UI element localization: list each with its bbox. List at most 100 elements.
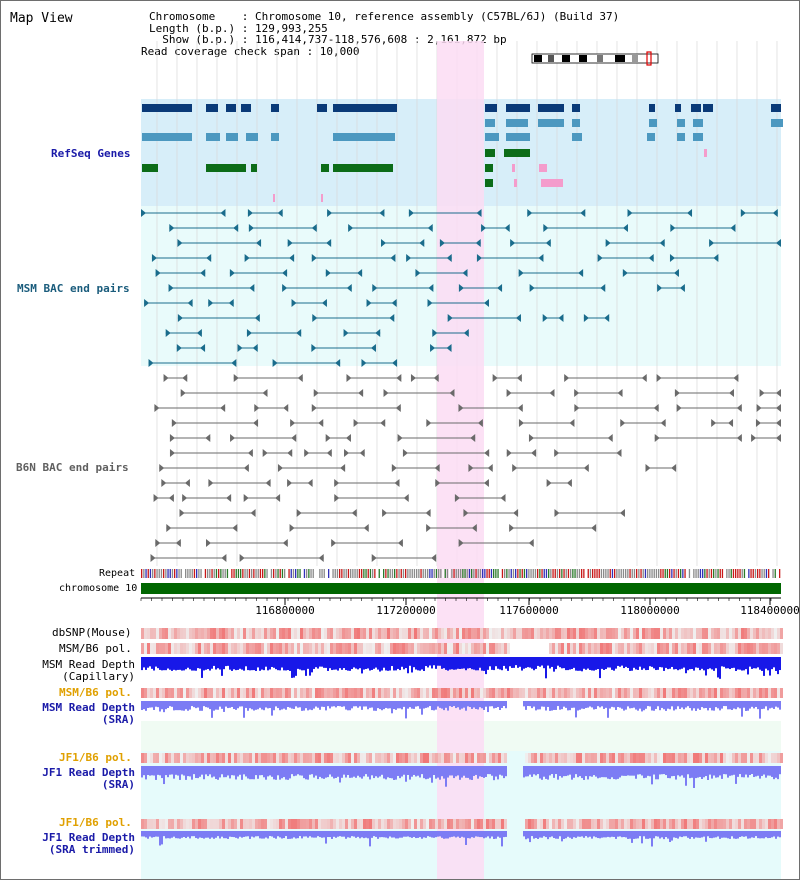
pol-heat-cell: [330, 753, 333, 763]
depth-bar: [589, 701, 591, 707]
repeat-element: [583, 569, 585, 578]
repeat-element: [240, 569, 242, 578]
depth-bar: [439, 657, 441, 666]
pol-heat-cell: [726, 643, 729, 654]
pol-heat-cell: [435, 643, 438, 654]
repeat-element: [532, 569, 534, 578]
msm-read-depth-sra-label[interactable]: MSM Read Depth (SRA): [31, 702, 135, 726]
depth-bar: [483, 701, 485, 710]
depth-bar: [465, 657, 467, 670]
pol-heat-cell: [585, 753, 588, 763]
depth-bar: [637, 701, 639, 711]
depth-bar: [527, 657, 529, 668]
msm-b6-pol-label: MSM/B6 pol.: [59, 642, 132, 655]
pol-heat-cell: [378, 643, 381, 654]
pol-heat-cell: [621, 819, 624, 829]
depth-bar: [731, 701, 733, 710]
b6n-bac-end-pairs-label[interactable]: B6N BAC end pairs: [16, 461, 129, 474]
pol-heat-cell: [276, 643, 279, 654]
depth-bar: [731, 766, 733, 776]
pol-heat-cell: [633, 643, 636, 654]
b6n-bac-pair-marker: [431, 554, 437, 562]
pol-heat-cell: [591, 688, 594, 698]
depth-bar: [543, 657, 545, 669]
depth-bar: [487, 766, 489, 775]
depth-bar: [527, 701, 529, 707]
repeat-element: [301, 569, 303, 578]
pol-heat-cell: [726, 688, 729, 698]
depth-bar: [421, 701, 423, 715]
depth-bar: [505, 657, 507, 669]
repeat-element: [455, 569, 457, 578]
msm-bac-pair-marker: [233, 224, 239, 232]
depth-bar: [335, 701, 337, 708]
repeat-element: [748, 569, 750, 578]
refseq-genes-label[interactable]: RefSeq Genes: [51, 147, 131, 160]
pol-heat-cell: [348, 628, 351, 639]
b6n-bac-pair-marker: [287, 449, 293, 457]
axis-tick-label: 117200000: [376, 604, 436, 617]
depth-bar: [481, 831, 483, 838]
b6n-bac-pair-marker: [154, 404, 160, 412]
depth-bar: [621, 657, 623, 666]
pol-heat-cell: [627, 688, 630, 698]
jf1-b6-pol-trimmed-label[interactable]: JF1/B6 pol.: [59, 816, 132, 829]
msm-bac-pair-marker: [196, 329, 202, 337]
repeat-element: [482, 569, 484, 578]
b6n-bac-pair-marker: [671, 464, 677, 472]
pol-heat-cell: [507, 643, 510, 654]
depth-bar: [443, 831, 445, 839]
depth-bar: [379, 657, 381, 672]
depth-bar: [587, 701, 589, 708]
pol-heat-cell: [630, 753, 633, 763]
pol-heat-cell: [678, 819, 681, 829]
depth-bar: [365, 766, 367, 775]
pol-heat-cell: [699, 643, 702, 654]
depth-bar: [319, 657, 321, 667]
depth-bar: [369, 831, 371, 847]
depth-bar: [349, 701, 351, 711]
depth-bar: [489, 657, 491, 666]
depth-bar: [289, 657, 291, 671]
msm-bac-end-pairs-label[interactable]: MSM BAC end pairs: [17, 282, 130, 295]
depth-bar: [257, 657, 259, 666]
depth-bar: [631, 766, 633, 776]
b6n-bac-pair-marker: [163, 374, 169, 382]
depth-bar: [415, 766, 417, 777]
depth-bar: [577, 657, 579, 669]
depth-bar: [777, 657, 779, 675]
depth-bar: [711, 766, 713, 779]
depth-bar: [741, 831, 743, 837]
pol-heat-cell: [393, 643, 396, 654]
depth-bar: [619, 831, 621, 837]
pol-heat-cell: [213, 643, 216, 654]
jf1-read-depth-trimmed-label[interactable]: JF1 Read Depth (SRA trimmed): [31, 832, 135, 856]
pol-heat-cell: [522, 688, 525, 698]
depth-bar: [689, 657, 691, 670]
repeat-element: [449, 569, 451, 578]
pol-heat-cell: [594, 628, 597, 639]
depth-bar: [727, 701, 729, 710]
repeat-element: [312, 569, 314, 578]
depth-bar: [397, 831, 399, 839]
depth-bar: [245, 657, 247, 667]
depth-bar: [715, 831, 717, 838]
pol-heat-cell: [162, 628, 165, 639]
depth-bar: [779, 831, 781, 838]
repeat-element: [242, 569, 244, 578]
depth-bar: [281, 831, 283, 839]
jf1-read-depth-sra-label[interactable]: JF1 Read Depth (SRA): [31, 767, 135, 791]
depth-bar: [615, 701, 617, 710]
depth-bar: [557, 701, 559, 707]
pol-heat-cell: [174, 753, 177, 763]
jf1-b6-pol-label[interactable]: JF1/B6 pol.: [59, 751, 132, 764]
pol-heat-cell: [174, 819, 177, 829]
depth-bar: [407, 657, 409, 674]
pol-heat-cell: [294, 819, 297, 829]
depth-bar: [423, 701, 425, 709]
pol-heat-cell: [576, 753, 579, 763]
depth-bar: [329, 831, 331, 838]
msm-b6-pol-sra-label[interactable]: MSM/B6 pol.: [59, 686, 132, 699]
depth-bar: [369, 701, 371, 708]
